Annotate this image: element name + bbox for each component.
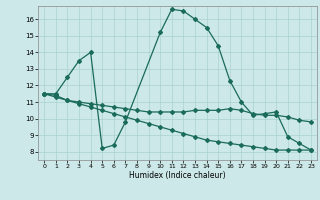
X-axis label: Humidex (Indice chaleur): Humidex (Indice chaleur)	[129, 171, 226, 180]
